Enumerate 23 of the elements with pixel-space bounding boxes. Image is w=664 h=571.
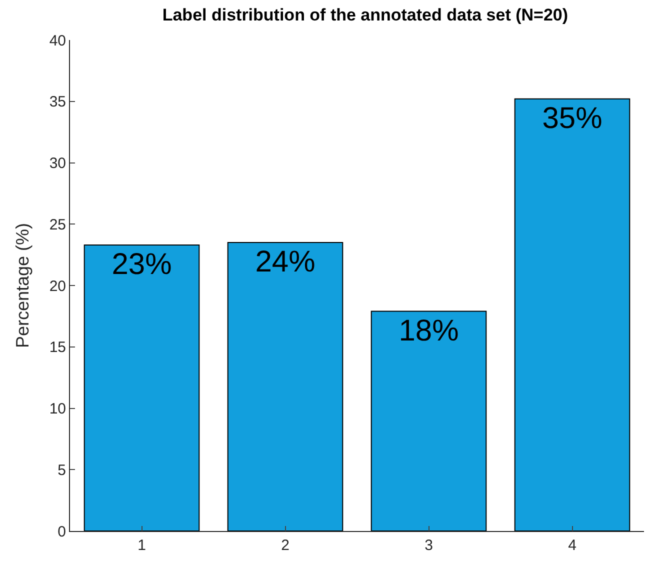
chart-title: Label distribution of the annotated data set (N=20) — [162, 5, 568, 24]
y-tick-label: 25 — [49, 216, 66, 234]
data-label: 23% — [112, 248, 172, 281]
x-tick-label: 4 — [568, 537, 576, 554]
bar — [514, 98, 630, 531]
x-tick-label: 3 — [424, 537, 433, 554]
y-tick-label: 15 — [49, 339, 66, 356]
y-axis-title: Percentage (%) — [12, 222, 33, 348]
bar — [370, 310, 487, 531]
bar — [84, 244, 200, 531]
y-tick-label: 40 — [49, 32, 66, 50]
y-tick-label: 10 — [49, 400, 66, 418]
y-tick-label: 0 — [58, 523, 66, 540]
y-tick-label: 20 — [49, 278, 66, 295]
y-tick-label: 35 — [49, 94, 66, 111]
x-tick-label: 2 — [281, 537, 290, 554]
bar — [227, 242, 344, 531]
data-label: 24% — [255, 246, 316, 279]
y-tick-label: 5 — [58, 462, 66, 479]
data-label: 35% — [542, 102, 602, 135]
y-tick-label: 30 — [49, 155, 66, 172]
x-tick-label: 1 — [138, 537, 146, 554]
data-label: 18% — [398, 314, 459, 348]
